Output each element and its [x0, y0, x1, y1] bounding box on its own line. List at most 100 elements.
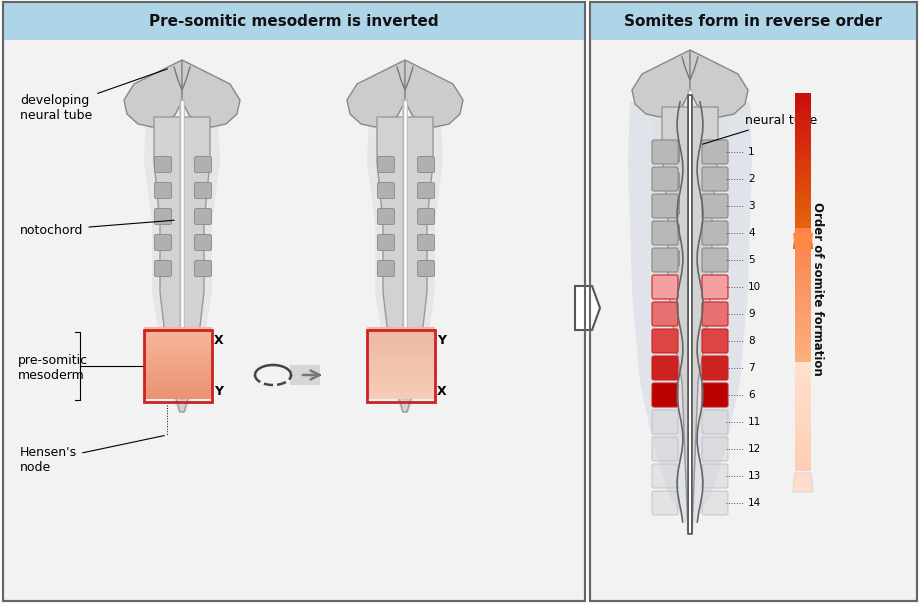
FancyBboxPatch shape [377, 157, 394, 172]
FancyBboxPatch shape [701, 383, 727, 407]
FancyBboxPatch shape [701, 140, 727, 164]
Bar [794, 133, 811, 140]
Bar [794, 127, 811, 134]
Bar [367, 364, 435, 367]
FancyBboxPatch shape [652, 194, 677, 218]
Bar [144, 381, 211, 385]
FancyBboxPatch shape [417, 209, 434, 224]
Bar [367, 367, 435, 370]
Bar [794, 434, 811, 442]
Bar [367, 396, 435, 399]
Polygon shape [631, 50, 689, 117]
FancyBboxPatch shape [662, 172, 679, 189]
Bar [794, 147, 811, 154]
Bar [144, 327, 211, 330]
Bar [794, 288, 811, 295]
Bar [144, 384, 211, 388]
Bar [794, 329, 811, 336]
Text: 10: 10 [747, 282, 760, 292]
Text: 3: 3 [747, 201, 754, 211]
FancyBboxPatch shape [702, 147, 719, 162]
Polygon shape [144, 117, 220, 412]
FancyBboxPatch shape [662, 250, 679, 267]
FancyBboxPatch shape [652, 491, 677, 515]
Polygon shape [628, 102, 751, 522]
Bar [144, 353, 211, 356]
Bar [367, 329, 435, 333]
Bar [794, 399, 811, 406]
Bar [794, 221, 811, 229]
Bar [794, 262, 811, 269]
Bar [367, 381, 435, 385]
Text: 1: 1 [747, 147, 754, 157]
FancyBboxPatch shape [194, 183, 211, 198]
Text: notochord: notochord [20, 220, 174, 236]
Bar [794, 427, 811, 435]
FancyBboxPatch shape [702, 198, 719, 215]
FancyBboxPatch shape [417, 235, 434, 250]
FancyBboxPatch shape [154, 157, 171, 172]
Bar [794, 370, 811, 377]
Bar [367, 350, 435, 353]
Bar [794, 235, 811, 242]
Bar [144, 367, 211, 370]
Bar [794, 463, 811, 471]
Bar [794, 322, 811, 329]
FancyBboxPatch shape [652, 356, 677, 380]
Bar [794, 113, 811, 120]
Bar [589, 2, 916, 40]
FancyBboxPatch shape [377, 235, 394, 250]
Text: 4: 4 [747, 228, 754, 238]
FancyBboxPatch shape [702, 224, 719, 241]
Bar [794, 275, 811, 282]
FancyBboxPatch shape [154, 235, 171, 250]
Bar [367, 330, 435, 402]
Text: Order of somite formation: Order of somite formation [811, 202, 823, 376]
Text: 13: 13 [747, 471, 760, 481]
FancyBboxPatch shape [194, 209, 211, 224]
Text: Y: Y [214, 385, 222, 398]
Polygon shape [367, 117, 443, 412]
FancyBboxPatch shape [701, 167, 727, 191]
Bar [794, 336, 811, 343]
Bar [367, 390, 435, 393]
Bar [144, 390, 211, 393]
Polygon shape [404, 60, 462, 127]
FancyBboxPatch shape [194, 157, 211, 172]
Bar [794, 248, 811, 255]
Text: 9: 9 [747, 309, 754, 319]
Bar [794, 241, 811, 248]
FancyBboxPatch shape [652, 437, 677, 461]
Polygon shape [662, 107, 717, 532]
FancyBboxPatch shape [702, 172, 719, 189]
Text: developing
neural tube: developing neural tube [20, 69, 167, 122]
Bar [794, 201, 811, 208]
Polygon shape [377, 117, 433, 412]
FancyBboxPatch shape [194, 260, 211, 277]
FancyBboxPatch shape [377, 260, 394, 277]
FancyBboxPatch shape [377, 183, 394, 198]
Bar [794, 405, 811, 413]
Bar [794, 160, 811, 168]
Bar [794, 174, 811, 181]
FancyBboxPatch shape [652, 410, 677, 434]
Polygon shape [153, 117, 210, 412]
Text: pre-somitic
mesoderm: pre-somitic mesoderm [18, 354, 88, 382]
Bar [144, 335, 211, 339]
Bar [144, 387, 211, 391]
FancyBboxPatch shape [154, 260, 171, 277]
FancyBboxPatch shape [701, 437, 727, 461]
Bar [3, 2, 584, 601]
Text: 11: 11 [747, 417, 760, 427]
FancyBboxPatch shape [702, 250, 719, 267]
FancyBboxPatch shape [701, 464, 727, 488]
Bar [144, 330, 211, 402]
Bar [794, 254, 811, 262]
Bar [3, 2, 584, 601]
FancyBboxPatch shape [652, 167, 677, 191]
Bar [794, 268, 811, 276]
FancyBboxPatch shape [662, 198, 679, 215]
Bar [589, 2, 916, 601]
Bar [367, 379, 435, 382]
Bar [144, 364, 211, 367]
